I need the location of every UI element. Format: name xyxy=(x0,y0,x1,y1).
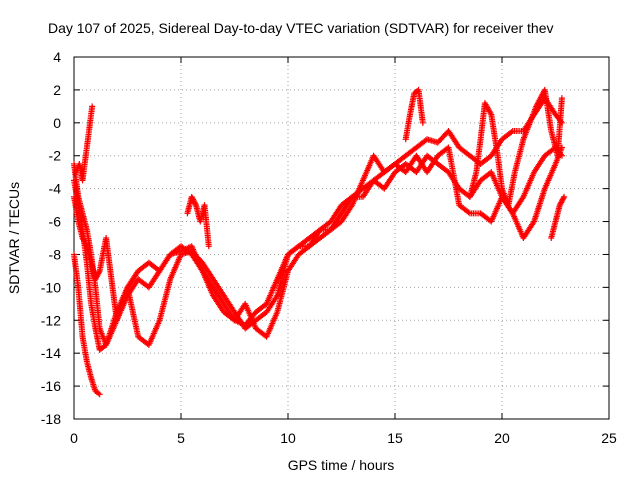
y-tick-label: 4 xyxy=(53,49,61,65)
data-point xyxy=(95,269,102,276)
series-trace-8 xyxy=(548,193,568,241)
data-point xyxy=(205,243,212,250)
y-tick-label: -14 xyxy=(41,345,61,361)
x-tick-label: 10 xyxy=(280,430,296,446)
y-tick-label: 0 xyxy=(53,115,61,131)
y-tick-label: -16 xyxy=(41,378,61,394)
data-point xyxy=(558,95,565,102)
x-tick-label: 20 xyxy=(494,430,510,446)
y-tick-label: -12 xyxy=(41,312,61,328)
data-point xyxy=(192,200,199,207)
plot-frame xyxy=(73,56,610,420)
grid xyxy=(74,57,609,419)
series-trace-4 xyxy=(71,251,103,398)
x-tick-label: 5 xyxy=(177,430,185,446)
data-point xyxy=(96,391,103,398)
data-point xyxy=(465,209,472,216)
axis-ticks: 0 5 10 15 20 25 -18 -16 -14 -12 -10 -8 -6 -4 -2 0 2 4 xyxy=(41,49,617,446)
data-point xyxy=(83,241,90,248)
data-point xyxy=(294,244,301,251)
y-axis-label: SDTVAR / TECUs xyxy=(6,182,22,294)
chart-title: Day 107 of 2025, Sidereal Day-to-day VTE… xyxy=(48,20,554,36)
data-point xyxy=(561,193,568,200)
data-point xyxy=(560,195,567,202)
x-axis-label: GPS time / hours xyxy=(288,457,395,473)
series-trace-6 xyxy=(184,193,212,250)
data-points xyxy=(71,86,568,398)
series-trace-7 xyxy=(402,86,426,143)
y-tick-label: -8 xyxy=(49,246,62,262)
x-tick-label: 25 xyxy=(601,430,617,446)
series-trace-2 xyxy=(71,144,565,353)
y-tick-label: -10 xyxy=(41,279,61,295)
x-tick-label: 0 xyxy=(70,430,78,446)
x-tick-label: 15 xyxy=(387,430,403,446)
data-point xyxy=(508,129,515,136)
y-tick-label: -4 xyxy=(49,181,62,197)
data-point xyxy=(419,119,426,126)
y-tick-label: -6 xyxy=(49,214,62,230)
series-trace-3 xyxy=(71,144,565,340)
y-tick-label: 2 xyxy=(53,82,61,98)
series-trace-9 xyxy=(466,86,565,209)
y-tick-label: -18 xyxy=(41,411,61,427)
series-trace-5 xyxy=(73,103,96,184)
data-point xyxy=(89,103,96,110)
y-tick-label: -2 xyxy=(49,148,62,164)
